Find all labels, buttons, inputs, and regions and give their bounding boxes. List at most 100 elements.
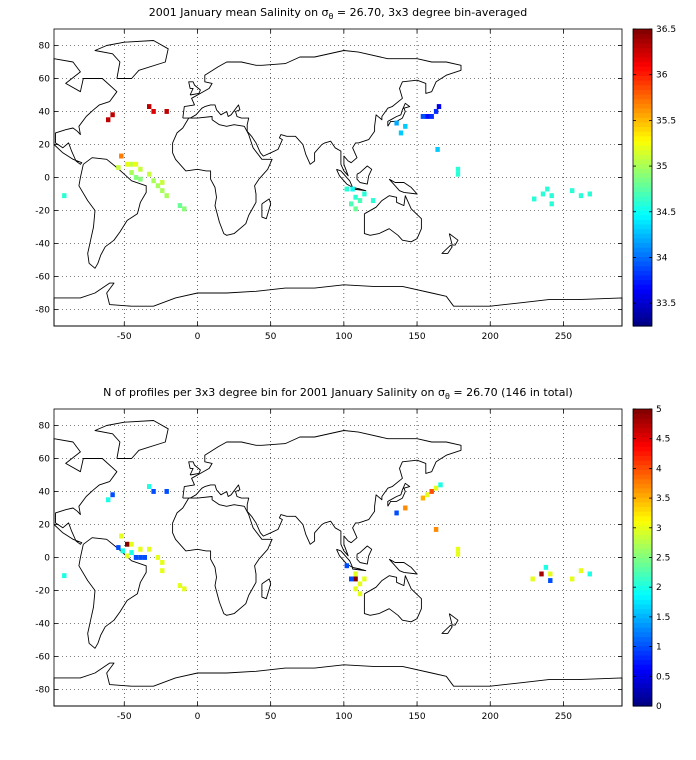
colorbar-segment [633,242,652,248]
colorbar-segment [633,182,652,188]
colorbar-segment [633,149,652,155]
data-bin [138,546,143,552]
colorbar-segment [633,580,652,586]
data-bin [344,563,349,569]
salinity-chart: -50 0 50 100 150 200 250 -80 -60 -40 -20 0 20 40 60 80 3… [35,25,676,342]
data-bin [147,171,152,177]
data-bin [548,571,553,577]
x-tick-label: 100 [335,332,352,342]
colorbar-segment [633,511,652,517]
data-bin [138,176,143,182]
data-bin [455,166,461,172]
colorbar-segment [633,692,652,698]
colorbar-segment [633,107,652,114]
data-bin [433,109,439,114]
data-bin [357,581,363,587]
colorbar-tick-label: 4 [656,464,662,474]
colorbar-segment [633,270,652,276]
colorbar-segment [633,501,652,508]
colorbar-segment [633,89,652,95]
coastline [387,482,411,507]
colorbar-frame [632,28,653,327]
data-bin [455,171,461,177]
data-bin [129,170,134,175]
data-bin [587,191,592,197]
colorbar-segment [633,538,652,545]
colorbar-segment [633,552,652,559]
data-bin [420,495,426,501]
data-bin [344,186,349,192]
x-tick-label: 0 [195,712,201,722]
data-bin [116,545,121,550]
data-bin [177,583,183,588]
y-tick-label: -80 [35,686,50,696]
colorbar-tick-label: 36.5 [656,25,676,35]
data-bin [438,482,443,488]
data-bin [182,206,187,212]
data-bin [353,194,358,200]
colorbar-segment [633,29,652,35]
colorbar-segment [633,168,652,174]
colorbar-segment [633,177,652,183]
colorbar-segment [633,548,652,554]
data-bin [349,201,354,207]
colorbar-segment [633,186,652,193]
colorbar-segment [633,478,652,484]
colorbar-segment [633,687,652,693]
data-bin [578,193,584,199]
colorbar-segment [633,566,652,573]
colorbar-segment [633,140,652,146]
colorbar-segment [633,84,652,90]
data-bin [129,161,134,167]
data-bin [429,489,434,494]
data-bin [425,114,430,119]
colorbar-segment [633,219,652,225]
data-bin [433,527,439,532]
x-tick-label: 150 [408,712,425,722]
y-tick-label: 40 [39,108,51,118]
data-bin [578,568,584,574]
colorbar-segment [633,432,652,438]
data-bin [436,104,442,109]
salinity-map-panel: 2001 January mean Salinity on σθ = 26.70… [35,6,676,342]
data-bin [160,568,165,574]
colorbar-segment [633,627,652,633]
colorbar-segment [633,42,652,49]
y-tick-label: 40 [39,488,51,498]
data-bin [398,130,404,136]
colorbar-tick-label: 35.5 [656,116,676,126]
colorbar-segment [633,557,652,563]
data-bin [540,191,546,197]
colorbar-segment [633,562,652,568]
colorbar-segment [633,112,652,118]
y-tick-label: -80 [35,306,50,316]
colorbar-segment [633,103,652,109]
data-bin [155,555,161,560]
colorbar-segment [633,464,652,470]
colorbar-segment [633,66,652,72]
colorbar-tick-label: 5 [656,405,662,415]
colorbar-segment [633,209,652,216]
colorbar-segment [633,191,652,197]
colorbar-segment [633,696,652,702]
colorbar-segment [633,145,652,151]
coastline [188,81,201,96]
data-bin [160,188,165,194]
colorbar-tick-label: 33.5 [656,299,676,309]
x-tick-label: 200 [482,332,499,342]
colorbar-segment [633,196,652,202]
colorbar-segment [633,228,652,234]
y-tick-label: 80 [39,422,51,432]
colorbar-segment [633,56,652,63]
data-bin [62,573,67,579]
colorbar: 0 0.5 1 1.5 2 2.5 3 3.5 4 4.5 5 [632,405,670,712]
coastline [388,558,418,575]
data-bin [106,117,111,123]
data-bin [147,104,152,109]
colorbar-segment [633,298,652,304]
data-bin [543,564,549,570]
x-tick-label: 250 [555,712,572,722]
y-tick-label: 80 [39,42,51,52]
colorbar-segment [633,617,652,624]
colorbar-segment [633,622,652,628]
